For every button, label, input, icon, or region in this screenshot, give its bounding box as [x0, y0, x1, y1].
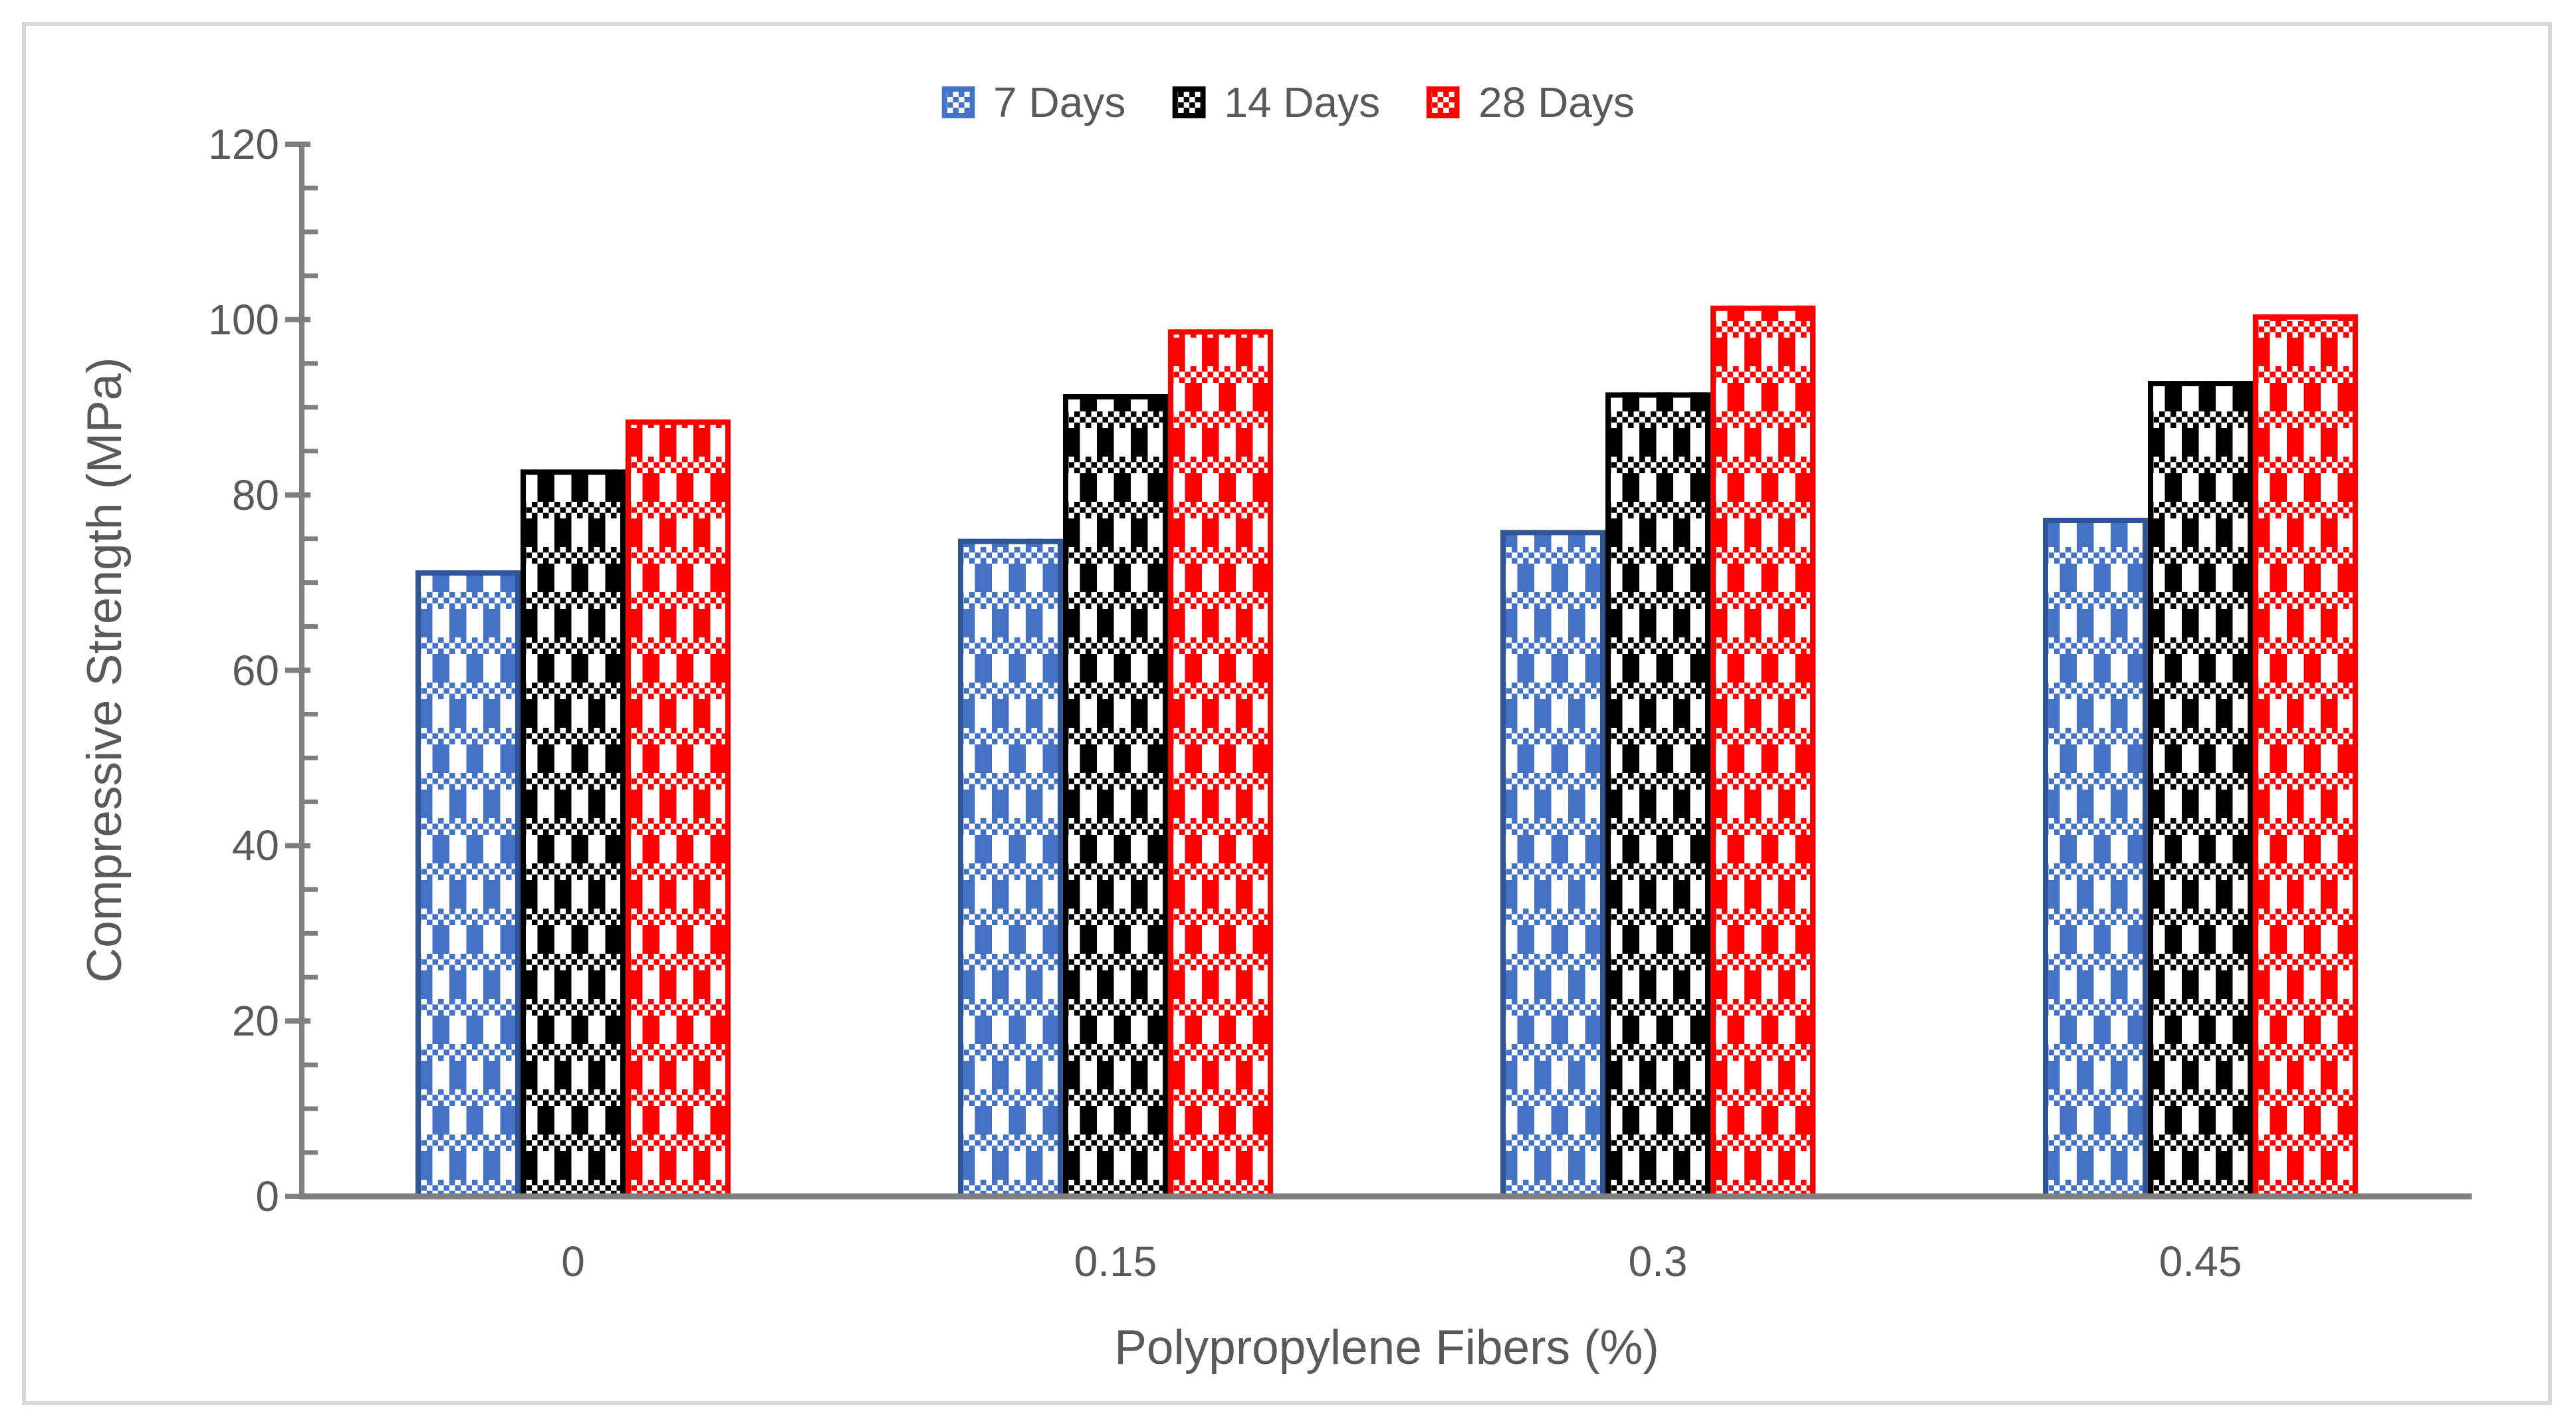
y-minor-tick: [304, 580, 318, 586]
bar-28days-cat0: [626, 419, 731, 1197]
legend-item-14days: 14 Days: [1172, 77, 1380, 128]
bar-28days-cat2: [1710, 305, 1815, 1196]
y-minor-tick: [304, 405, 318, 410]
x-category-label-015: 0.15: [1074, 1238, 1157, 1285]
y-major-tick: [285, 667, 310, 673]
bar-border: [2253, 314, 2358, 1196]
bar-border: [1710, 305, 1815, 1196]
x-category-label-03: 0.3: [1628, 1238, 1688, 1285]
y-minor-tick: [304, 711, 318, 716]
x-category-label-0: 0: [561, 1238, 585, 1285]
y-minor-tick: [304, 229, 318, 235]
bar-border: [2148, 381, 2253, 1196]
legend-swatch-28days-icon: [1427, 86, 1461, 118]
bar-border: [1063, 393, 1168, 1196]
bar-28days-cat1: [1168, 329, 1273, 1196]
bar-14days-cat1: [1063, 393, 1168, 1196]
y-tick-label-60: 60: [231, 647, 279, 695]
legend-item-7days: 7 Days: [941, 77, 1125, 128]
y-minor-tick: [304, 1062, 318, 1067]
y-minor-tick: [304, 1106, 318, 1111]
bar-7days-cat1: [958, 538, 1063, 1196]
legend: 7 Days 14 Days 28 Days: [941, 77, 1635, 128]
y-tick-label-120: 120: [208, 120, 279, 168]
bar-28days-cat3: [2253, 314, 2358, 1196]
y-minor-tick: [304, 449, 318, 454]
bar-7days-cat2: [1500, 530, 1605, 1196]
y-tick-label-0: 0: [255, 1172, 279, 1220]
bar-border: [1605, 392, 1710, 1196]
x-axis-line: [299, 1193, 2472, 1200]
y-tick-label-20: 20: [231, 997, 279, 1045]
legend-swatch-7days-icon: [941, 86, 975, 118]
bar-border: [521, 469, 626, 1196]
y-minor-tick: [304, 273, 318, 278]
y-minor-tick: [304, 931, 318, 936]
y-minor-tick: [304, 361, 318, 366]
legend-label-28days: 28 Days: [1478, 78, 1635, 126]
y-major-tick: [285, 843, 310, 849]
bar-14days-cat3: [2148, 381, 2253, 1196]
y-major-tick: [285, 492, 310, 498]
y-minor-tick: [304, 755, 318, 760]
bar-border: [626, 419, 731, 1196]
y-tick-label-100: 100: [208, 296, 279, 344]
y-axis-title: Compressive Strength (MPa): [78, 357, 132, 983]
bar-7days-cat0: [415, 570, 521, 1196]
bar-14days-cat0: [521, 469, 626, 1196]
y-minor-tick: [304, 887, 318, 892]
y-tick-label-80: 80: [231, 471, 279, 519]
y-tick-label-40: 40: [231, 822, 279, 869]
bar-7days-cat3: [2043, 517, 2148, 1196]
y-major-tick: [285, 142, 310, 147]
x-axis-title: Polypropylene Fibers (%): [1114, 1321, 1659, 1374]
y-major-tick: [285, 1194, 310, 1199]
legend-swatch-14days-icon: [1172, 86, 1206, 118]
y-minor-tick: [304, 974, 318, 980]
bar-border: [1500, 530, 1605, 1196]
y-minor-tick: [304, 185, 318, 191]
legend-item-28days: 28 Days: [1427, 77, 1635, 128]
bar-border: [2043, 517, 2148, 1196]
y-major-tick: [285, 316, 310, 322]
bar-14days-cat2: [1605, 392, 1710, 1196]
y-minor-tick: [304, 1150, 318, 1155]
bar-border: [415, 570, 521, 1196]
legend-label-7days: 7 Days: [993, 78, 1126, 126]
legend-label-14days: 14 Days: [1224, 78, 1381, 126]
bar-border: [1168, 329, 1273, 1196]
bar-border: [958, 538, 1063, 1196]
y-major-tick: [285, 1018, 310, 1024]
x-category-label-045: 0.45: [2159, 1238, 2242, 1285]
y-minor-tick: [304, 624, 318, 629]
y-minor-tick: [304, 536, 318, 542]
y-minor-tick: [304, 799, 318, 804]
